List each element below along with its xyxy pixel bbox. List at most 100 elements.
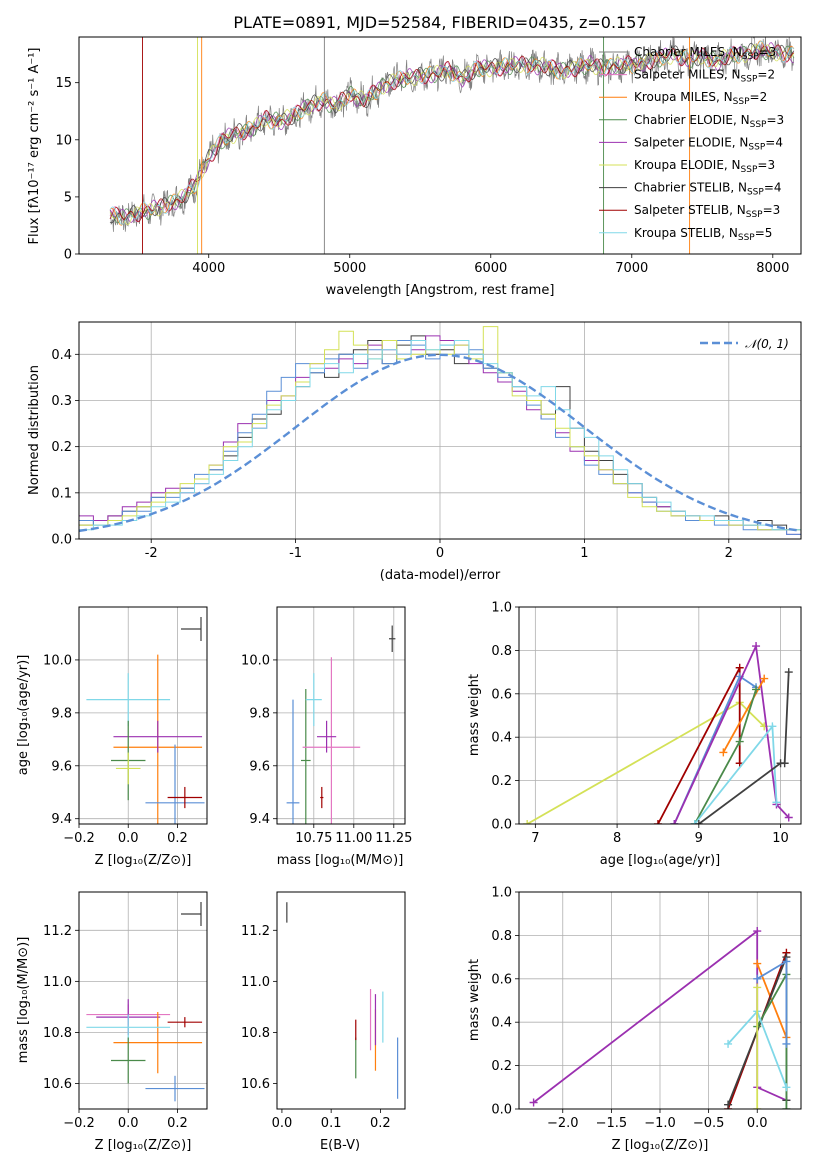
mass-weight-marker (760, 674, 769, 683)
x-tick-label: 0.2 (370, 1116, 391, 1131)
axes-frame (78, 606, 208, 825)
y-tick-label: 11.2 (43, 924, 72, 939)
y-tick-label: 1.0 (491, 886, 512, 901)
y-tick-label: 0.2 (51, 440, 72, 455)
mass-weight-marker (724, 1100, 733, 1109)
mass-weight-marker (772, 798, 781, 807)
y-tick-label: 0.0 (491, 1103, 512, 1118)
x-tick-label: 0.0 (118, 1116, 139, 1131)
y-tick-label: 5 (64, 190, 72, 205)
spectrum-model-line (109, 42, 795, 224)
x-tick-label: 7 (531, 831, 539, 846)
mass-weight-line (722, 678, 765, 753)
mass-weight-line (673, 642, 790, 824)
mass-weight-marker (523, 820, 532, 824)
mass-weight-vs-z-ylabel: mass weight (467, 959, 482, 1041)
y-tick-label: 10.8 (241, 1026, 270, 1041)
mass-weight-marker (753, 1105, 762, 1109)
x-tick-label: 0.2 (167, 831, 188, 846)
mass-vs-z-xlabel: Z [log₁₀(Z/Z⊙)] (95, 1138, 192, 1153)
legend-subscript: SSP (742, 52, 759, 62)
residuals-panel: -2 -1 0 1 2 0.0 0.1 0.2 0.3 0.4 𝒩(0, 1) (data-mode… (27, 321, 802, 583)
axes-frame (276, 606, 406, 825)
y-tick-label: 0.0 (491, 818, 512, 833)
y-tick-label: 15 (55, 76, 72, 91)
age-vs-z-xlabel: Z [log₁₀(Z/Z⊙)] (95, 853, 192, 868)
y-tick-label: 9.8 (51, 706, 72, 721)
mass-weight-marker (690, 820, 699, 824)
mass-weight-marker (735, 737, 744, 746)
x-tick-label: 11.00 (335, 831, 372, 846)
y-tick-label: 1.0 (491, 601, 512, 616)
axes-frame (276, 891, 406, 1110)
residuals-xlabel: (data-model)/error (380, 568, 501, 583)
mass-vs-ebv-panel: 0.0 0.1 0.2 10.6 10.8 11.0 11.2 E(B-V) (241, 891, 406, 1153)
y-tick-label: 9.4 (51, 812, 72, 827)
y-tick-label: 0.3 (51, 394, 72, 409)
x-tick-label: -2 (145, 546, 158, 561)
histogram-step (79, 340, 801, 539)
mass-weight-marker (784, 813, 793, 822)
legend-suffix: =4 (765, 135, 783, 149)
mass-weight-marker (694, 820, 703, 824)
spectrum-model-line (109, 40, 795, 225)
normal-curve (79, 353, 801, 533)
mass-weight-marker (780, 759, 789, 768)
spectrum-ylabel: Flux [fλ10⁻¹⁷ erg cm⁻² s⁻¹ A⁻¹] (27, 48, 42, 245)
plot-area (523, 642, 793, 824)
x-tick-label: 8000 (756, 261, 789, 276)
mass-weight-marker (753, 927, 762, 936)
x-tick-label: 5000 (333, 261, 366, 276)
mass-weight-marker (782, 1105, 791, 1109)
legend-subscript: SSP (741, 75, 758, 85)
plot-area (109, 37, 795, 254)
axes-frame (518, 606, 802, 825)
x-tick-label: 0.1 (321, 1116, 342, 1131)
mass-weight-vs-age-panel: 7 8 9 10 0.0 0.2 0.4 0.6 0.8 1.0 age [log₁₀(age/y… (467, 601, 802, 868)
legend-subscript: SSP (733, 97, 750, 107)
x-tick-label: 6000 (474, 261, 507, 276)
x-tick-label: 0.0 (118, 831, 139, 846)
plot-area (86, 999, 205, 1102)
plot-area (79, 326, 801, 539)
mass-weight-marker (752, 685, 761, 694)
y-tick-label: 9.6 (51, 759, 72, 774)
x-tick-label: 4000 (192, 261, 225, 276)
plot-area (286, 625, 396, 824)
y-tick-label: 0.4 (491, 731, 512, 746)
mass-weight-marker (753, 959, 762, 968)
legend-label: Chabrier MILES, NSSP=3 (634, 45, 776, 62)
x-tick-label: 10.75 (295, 831, 332, 846)
y-tick-label: 0.6 (491, 972, 512, 987)
mass-vs-ebv-xlabel: E(B-V) (320, 1138, 360, 1153)
mass-vs-z-ylabel: mass [log₁₀(M/M⊙)] (16, 937, 31, 1064)
legend-suffix: =3 (757, 158, 775, 172)
mass-weight-marker (735, 663, 744, 672)
x-tick-label: −1.0 (644, 1116, 676, 1131)
legend-label: Kroupa STELIB, NSSP=5 (634, 226, 772, 243)
x-tick-label: 0.0 (272, 1116, 293, 1131)
mass-weight-marker (752, 642, 761, 651)
x-tick-label: -1 (289, 546, 302, 561)
mass-weight-marker (724, 1039, 733, 1048)
y-tick-label: 9.6 (249, 759, 270, 774)
legend-label: Kroupa ELODIE, NSSP=3 (634, 158, 775, 175)
mass-weight-marker (753, 983, 762, 992)
legend-subscript: SSP (741, 165, 758, 175)
x-tick-label: 9 (695, 831, 703, 846)
axes-frame (518, 891, 802, 1110)
y-tick-label: 11.2 (241, 924, 270, 939)
y-tick-label: 9.8 (249, 706, 270, 721)
y-tick-label: 10.6 (43, 1077, 72, 1092)
mass-weight-vs-age-xlabel: age [log₁₀(age/yr)] (600, 853, 721, 868)
mass-weight-marker (782, 1039, 791, 1048)
age-vs-z-panel: −0.2 0.0 0.29.49.69.810.0 Z [log₁₀(Z/Z⊙)] … (16, 606, 208, 868)
legend-suffix: =3 (766, 113, 784, 127)
histogram-step (79, 326, 801, 539)
x-tick-label: −1.5 (596, 1116, 628, 1131)
mass-weight-vs-age-ylabel: mass weight (467, 674, 482, 756)
spectrum-title: PLATE=0891, MJD=52584, FIBERID=0435, z=0… (233, 13, 646, 32)
mass-weight-marker (529, 1098, 538, 1107)
legend-label: Salpeter STELIB, NSSP=3 (634, 203, 780, 220)
x-tick-label: 0 (436, 546, 444, 561)
